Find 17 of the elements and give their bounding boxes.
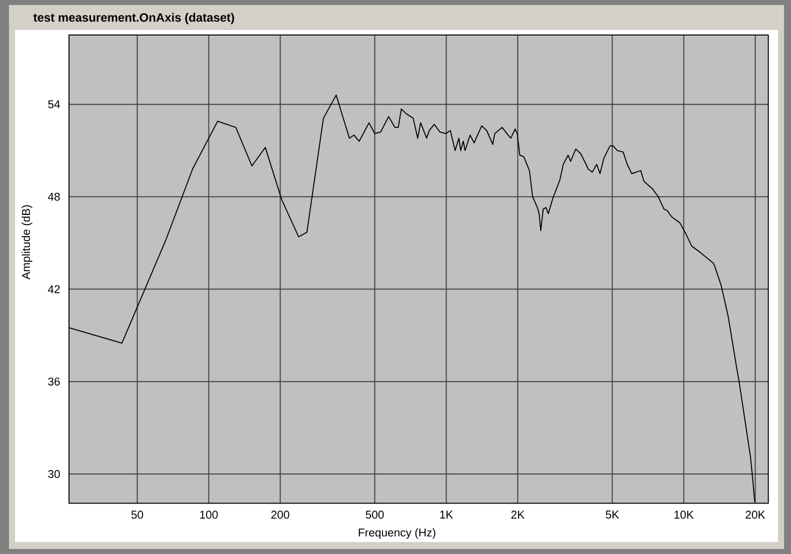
y-axis-title: Amplitude (dB) — [22, 205, 32, 280]
y-tick-label: 42 — [48, 285, 60, 294]
x-tick-label: 5K — [606, 510, 620, 519]
y-tick-label: 30 — [48, 470, 60, 478]
x-tick-label: 50 — [131, 510, 144, 519]
x-tick-label: 200 — [271, 510, 290, 519]
y-tick-label: 54 — [48, 100, 60, 108]
y-tick-label: 48 — [48, 192, 60, 201]
x-tick-label: 2K — [511, 510, 525, 519]
chart-title: test measurement.OnAxis (dataset) — [33, 12, 234, 24]
x-tick-label: 20K — [746, 510, 766, 519]
x-tick-label: 1K — [440, 510, 454, 518]
y-tick-label: 36 — [48, 378, 60, 386]
x-axis-title: Frequency (Hz) — [358, 528, 436, 539]
x-tick-label: 500 — [366, 510, 384, 519]
x-tick-label: 10K — [674, 510, 694, 519]
x-tick-label: 100 — [200, 510, 218, 519]
